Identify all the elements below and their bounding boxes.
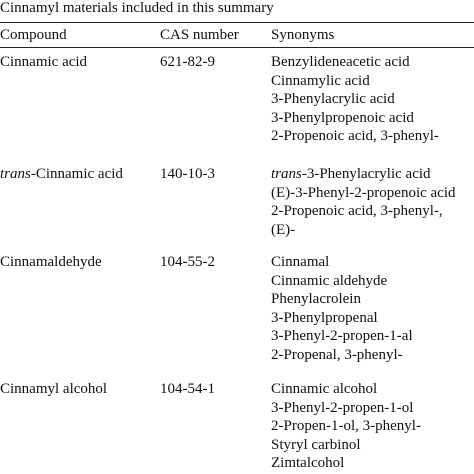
synonym: 2-Propen-1-ol, 3-phenyl- bbox=[271, 418, 421, 435]
synonym: (E)-3-Phenyl-2-propenoic acid bbox=[271, 184, 456, 201]
text-segment: trans bbox=[271, 166, 302, 182]
synonym: Benzylideneacetic acid bbox=[271, 54, 410, 70]
synonym: 2-Propenoic acid, 3-phenyl-, bbox=[271, 203, 443, 220]
header-cell: Compound bbox=[0, 27, 67, 43]
synonym: 2-Propenoic acid, 3-phenyl- bbox=[271, 128, 439, 145]
cas-number: 104-55-2 bbox=[160, 254, 215, 270]
synonym: 3-Phenylpropenal bbox=[271, 309, 378, 326]
synonym: Styryl carbinol bbox=[271, 436, 361, 453]
compound: Cinnamyl alcohol bbox=[0, 381, 108, 397]
caption: Cinnamyl materials included in this summ… bbox=[0, 0, 274, 16]
synonym: Cinnamic aldehyde bbox=[271, 272, 388, 289]
rule bbox=[0, 22, 474, 23]
cas-number: 621-82-9 bbox=[160, 54, 215, 70]
synonym: 3-Phenyl-2-propen-1-ol bbox=[271, 399, 414, 416]
synonym: 3-Phenyl-2-propen-1-al bbox=[271, 328, 413, 345]
compound: Cinnamic acid bbox=[0, 54, 88, 70]
text-segment: trans bbox=[0, 166, 31, 182]
synonym: Cinnamal bbox=[271, 254, 330, 270]
synonym: Cinnamic alcohol bbox=[271, 381, 378, 397]
synonym: 3-Phenylpropenoic acid bbox=[271, 109, 414, 126]
synonym: Cinnamylic acid bbox=[271, 72, 370, 89]
synonym: 2-Propenal, 3-phenyl- bbox=[271, 347, 403, 363]
cas-number: 104-54-1 bbox=[160, 381, 215, 397]
text-segment: -Cinnamic acid bbox=[30, 166, 123, 182]
compound: Cinnamaldehyde bbox=[0, 254, 102, 270]
synonym: trans-3-Phenylacrylic acid bbox=[271, 165, 431, 183]
header-cell: Synonyms bbox=[271, 27, 335, 43]
synonym: Phenylacrolein bbox=[271, 291, 361, 308]
rule bbox=[0, 47, 474, 48]
compound: trans-Cinnamic acid bbox=[0, 165, 123, 183]
synonym: (E)- bbox=[271, 221, 296, 238]
synonym: Zimtalcohol bbox=[271, 455, 345, 472]
header-cell: CAS number bbox=[160, 27, 239, 43]
cas-number: 140-10-3 bbox=[160, 166, 215, 182]
text-segment: -3-Phenylacrylic acid bbox=[301, 166, 431, 182]
synonym: 3-Phenylacrylic acid bbox=[271, 91, 395, 108]
